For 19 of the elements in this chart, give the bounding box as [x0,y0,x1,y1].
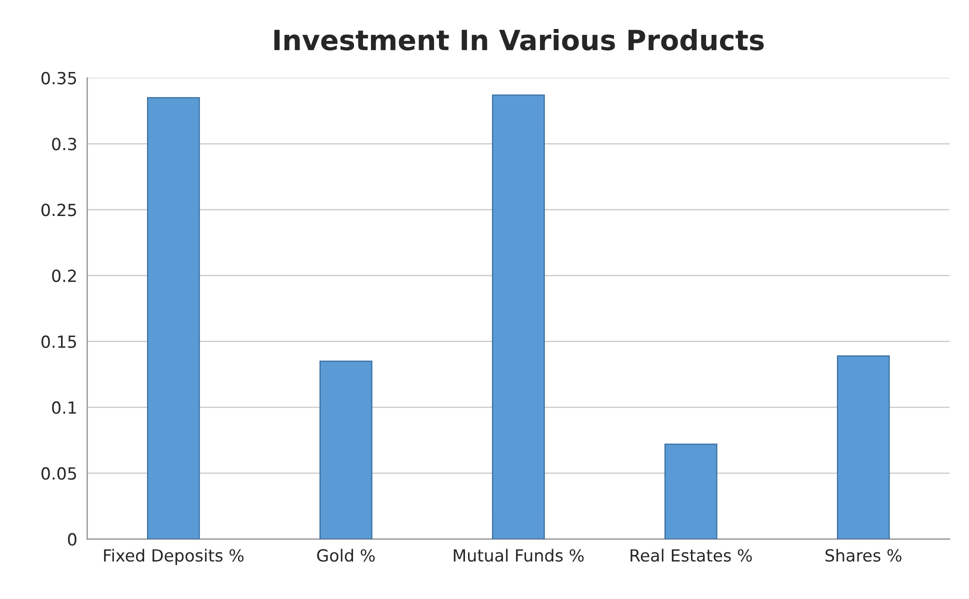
y-tick-label: 0.25 [41,204,76,216]
x-tick-label: Shares % [826,548,902,562]
x-tick-label: Gold % [317,548,375,562]
y-tick-label: 0.15 [41,335,76,348]
y-tick-label: 0.3 [52,138,76,150]
x-tick-label: Fixed Deposits % [104,548,244,565]
y-tick-label: 0.05 [41,467,76,480]
bar [836,355,890,540]
x-tick-label: Mutual Funds % [454,548,584,562]
x-tick-label: Real Estates % [630,548,752,562]
y-tick-label: 0 [68,533,76,546]
bar [320,360,372,540]
bar [664,444,718,540]
bar [492,94,545,540]
y-tick-label: 0.1 [52,401,76,414]
y-tick-label: 0.2 [52,270,76,282]
chart-title: Investment In Various Products [274,28,764,50]
bar [147,97,200,540]
y-tick-label: 0.35 [41,72,76,84]
